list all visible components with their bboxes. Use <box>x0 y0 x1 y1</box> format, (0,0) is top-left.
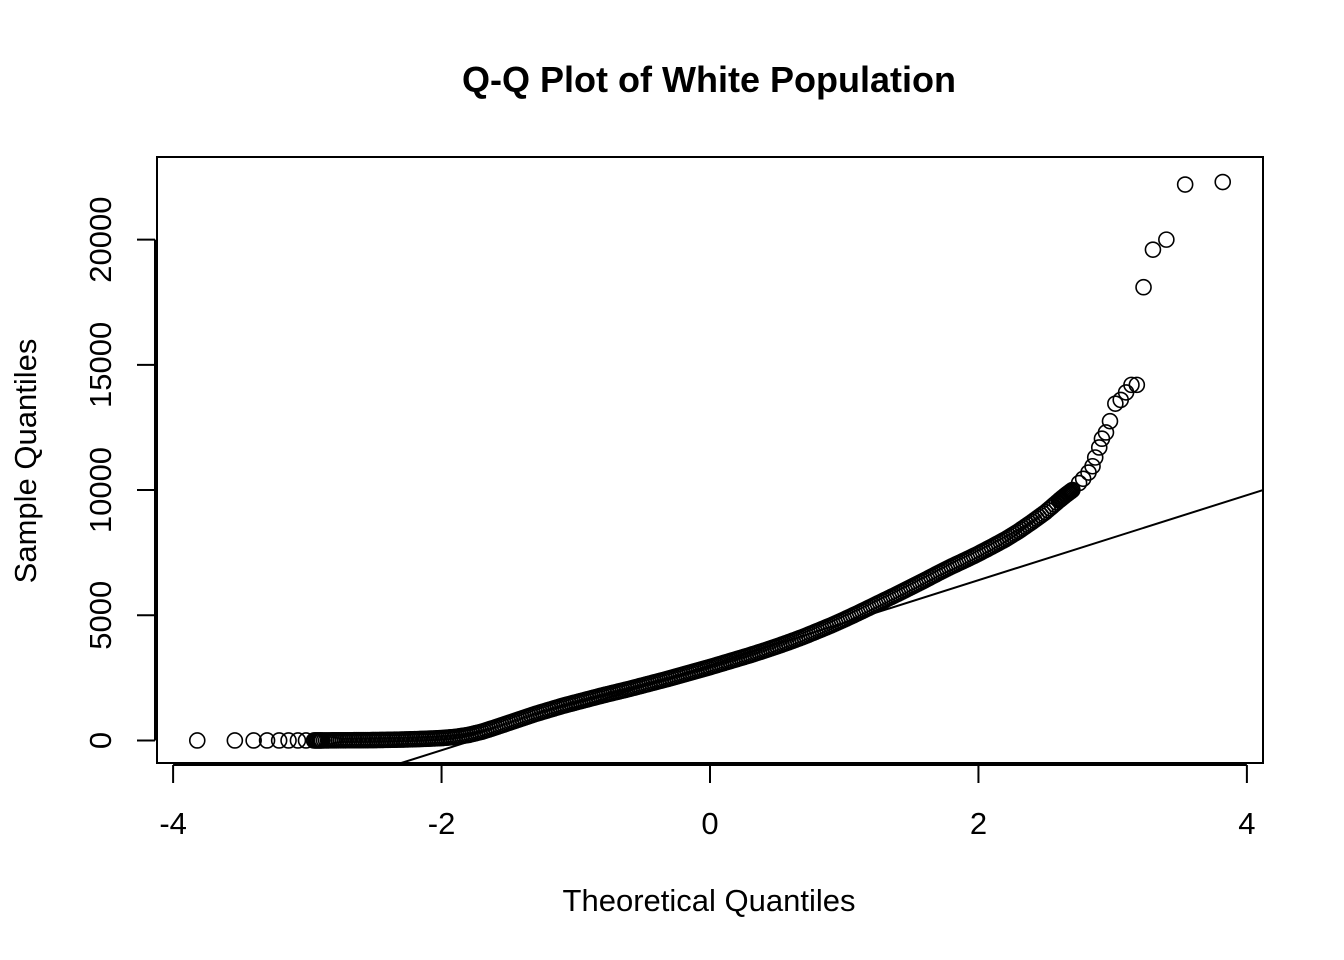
data-point <box>1090 439 1108 456</box>
data-point <box>1144 241 1162 258</box>
data-point <box>1176 176 1194 193</box>
x-axis: -4 -2 0 2 4 <box>159 764 1256 841</box>
data-point <box>270 732 288 749</box>
x-axis-label: Theoretical Quantiles <box>563 883 856 918</box>
data-point <box>1097 424 1115 441</box>
data-point <box>280 732 297 749</box>
x-tick-label: -2 <box>428 806 456 841</box>
data-point <box>1128 376 1146 394</box>
data-point <box>1158 231 1175 248</box>
data-point <box>188 732 206 749</box>
y-tick-label: 15000 <box>83 322 118 408</box>
data-point <box>1084 457 1101 475</box>
x-tick-label: 4 <box>1238 806 1255 841</box>
data-point <box>289 732 307 749</box>
x-tick-label: 2 <box>970 806 987 841</box>
y-axis: 0 5000 10000 15000 20000 <box>83 197 156 749</box>
y-axis-label: Sample Quantiles <box>8 339 43 584</box>
y-tick-label: 10000 <box>83 447 118 533</box>
x-tick-label: 0 <box>701 806 718 841</box>
data-point <box>1214 173 1232 191</box>
data-point <box>1135 278 1152 296</box>
data-point <box>258 732 276 749</box>
data-point <box>1123 376 1140 394</box>
y-tick-label: 20000 <box>83 197 118 283</box>
plot-area <box>188 173 1264 764</box>
data-point <box>1107 395 1124 412</box>
data-points <box>188 173 1232 749</box>
y-tick-label: 0 <box>83 732 118 749</box>
data-point <box>245 732 262 749</box>
data-point <box>1074 470 1092 488</box>
y-tick-label: 5000 <box>83 581 118 650</box>
data-point <box>1070 474 1088 492</box>
plot-frame <box>156 156 1264 764</box>
chart-title: Q-Q Plot of White Population <box>462 59 956 100</box>
data-point <box>1101 412 1119 430</box>
data-point <box>1086 449 1104 466</box>
x-tick-label: -4 <box>159 806 187 841</box>
data-point <box>226 732 244 749</box>
